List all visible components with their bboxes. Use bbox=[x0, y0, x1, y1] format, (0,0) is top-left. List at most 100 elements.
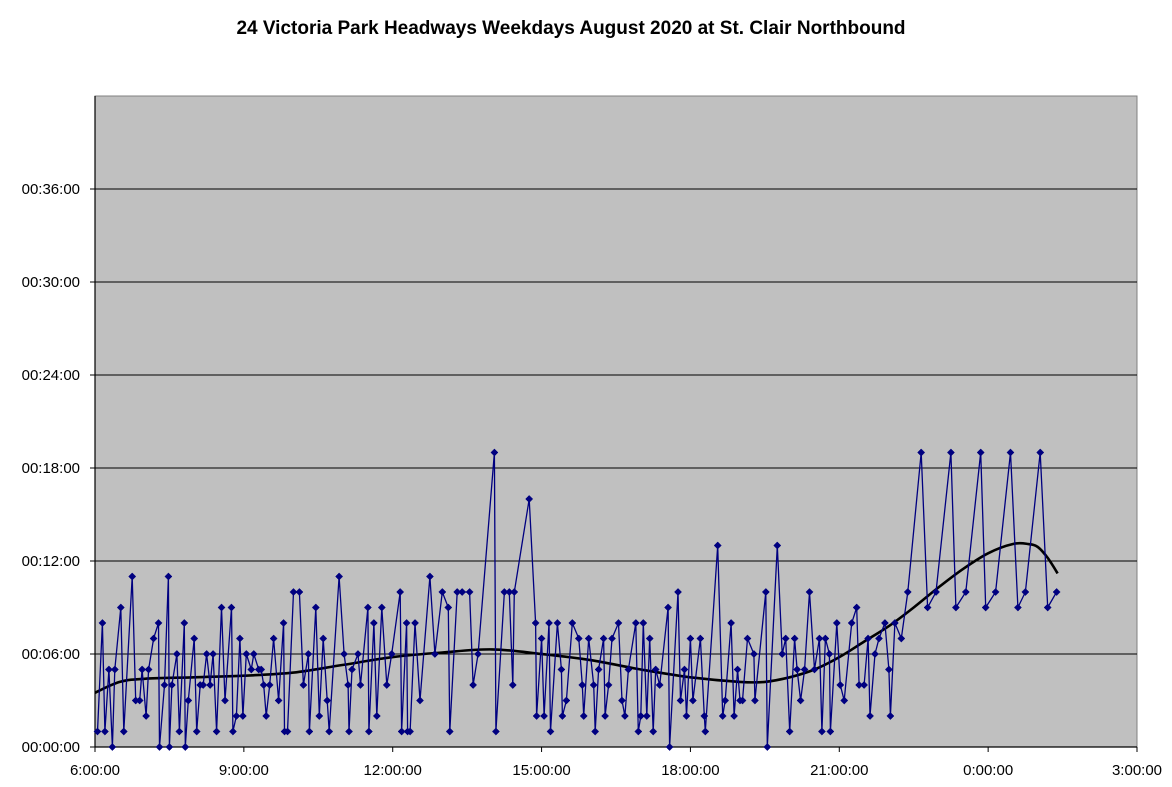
data-point bbox=[727, 619, 736, 627]
data-point bbox=[323, 696, 332, 705]
data-point bbox=[175, 727, 184, 736]
data-point bbox=[852, 603, 861, 612]
data-point bbox=[110, 665, 119, 674]
data-point bbox=[411, 619, 419, 627]
data-point bbox=[579, 712, 588, 720]
data-point bbox=[568, 619, 577, 627]
data-point bbox=[871, 650, 879, 658]
data-point bbox=[591, 727, 600, 736]
data-point bbox=[599, 634, 608, 643]
data-point bbox=[387, 650, 396, 658]
data-point bbox=[144, 665, 153, 674]
data-point bbox=[164, 572, 173, 581]
data-point bbox=[558, 712, 567, 720]
data-point bbox=[880, 619, 889, 627]
data-point bbox=[826, 727, 835, 736]
x-tick-label: 3:00:00 bbox=[1112, 762, 1162, 779]
data-point bbox=[354, 650, 362, 658]
data-point bbox=[1043, 603, 1052, 612]
chart-title: 24 Victoria Park Headways Weekdays Augus… bbox=[236, 18, 906, 39]
data-point bbox=[840, 696, 849, 705]
data-point bbox=[796, 696, 805, 705]
data-point bbox=[262, 712, 271, 720]
data-point bbox=[93, 727, 102, 736]
data-point bbox=[743, 634, 752, 643]
data-point bbox=[1036, 448, 1045, 457]
data-point bbox=[416, 696, 424, 705]
y-tick-label: 00:18:00 bbox=[22, 460, 80, 477]
data-point bbox=[624, 665, 633, 674]
data-point bbox=[508, 681, 517, 689]
data-point bbox=[903, 588, 912, 596]
data-point bbox=[438, 588, 447, 596]
data-point bbox=[1021, 588, 1030, 596]
data-point bbox=[631, 619, 640, 627]
data-point bbox=[160, 681, 169, 689]
data-point bbox=[546, 727, 555, 736]
data-point bbox=[696, 634, 705, 643]
data-point bbox=[247, 665, 256, 674]
data-point bbox=[713, 541, 722, 550]
data-point bbox=[1006, 448, 1015, 457]
plot-area bbox=[94, 95, 1138, 748]
data-point bbox=[221, 696, 229, 705]
data-point bbox=[701, 727, 710, 736]
data-point bbox=[315, 712, 324, 720]
data-point bbox=[810, 665, 819, 674]
data-point bbox=[490, 448, 499, 457]
data-point bbox=[257, 665, 266, 674]
data-point bbox=[202, 650, 211, 658]
data-point bbox=[474, 650, 483, 658]
data-point bbox=[642, 712, 651, 720]
data-point bbox=[537, 634, 546, 643]
data-point bbox=[761, 588, 770, 596]
data-point bbox=[800, 665, 809, 674]
y-tick-label: 00:12:00 bbox=[22, 553, 80, 570]
data-point bbox=[465, 588, 474, 596]
x-tick-label: 18:00:00 bbox=[661, 762, 719, 779]
data-point bbox=[227, 603, 236, 612]
x-tick-label: 6:00:00 bbox=[70, 762, 120, 779]
x-tick-label: 15:00:00 bbox=[512, 762, 570, 779]
data-point bbox=[532, 712, 541, 720]
data-point bbox=[686, 634, 695, 643]
x-tick-label: 9:00:00 bbox=[219, 762, 269, 779]
data-point bbox=[680, 665, 689, 674]
data-point bbox=[832, 619, 841, 627]
data-point bbox=[228, 727, 237, 736]
data-point bbox=[212, 727, 221, 736]
data-point bbox=[932, 588, 940, 596]
data-point bbox=[406, 727, 415, 736]
data-point bbox=[510, 588, 519, 596]
data-point bbox=[172, 650, 181, 658]
data-point bbox=[951, 603, 960, 612]
data-point bbox=[665, 743, 674, 751]
data-point bbox=[700, 712, 709, 720]
data-point bbox=[793, 665, 802, 674]
data-point bbox=[199, 681, 208, 689]
data-point bbox=[340, 650, 349, 658]
data-point bbox=[836, 681, 845, 689]
data-point bbox=[976, 448, 985, 457]
data-point bbox=[180, 619, 189, 627]
data-point bbox=[763, 743, 772, 751]
data-point bbox=[1052, 588, 1061, 596]
data-point bbox=[206, 681, 215, 689]
data-point bbox=[890, 619, 899, 627]
data-point bbox=[363, 603, 372, 612]
data-point bbox=[469, 681, 478, 689]
data-point bbox=[242, 650, 251, 658]
data-point bbox=[232, 712, 241, 720]
data-point bbox=[991, 588, 1000, 596]
data-point bbox=[946, 448, 955, 457]
data-point bbox=[805, 588, 814, 596]
data-point bbox=[645, 634, 654, 643]
data-point bbox=[604, 681, 613, 689]
data-point bbox=[682, 712, 691, 720]
data-point bbox=[525, 495, 534, 503]
data-point bbox=[634, 727, 643, 736]
data-point bbox=[295, 588, 304, 596]
data-point bbox=[601, 712, 610, 720]
data-point bbox=[649, 727, 658, 736]
